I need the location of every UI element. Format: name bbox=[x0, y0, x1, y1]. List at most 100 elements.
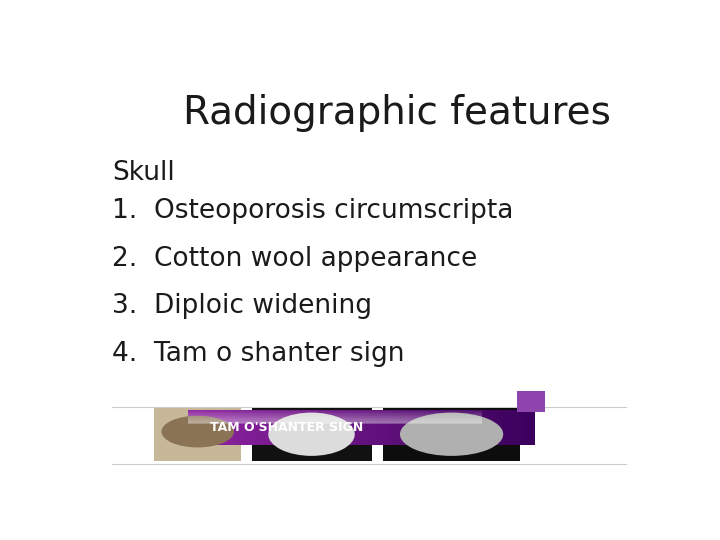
Bar bbox=[426, 410, 431, 446]
Bar bbox=[188, 417, 482, 418]
Text: Skull: Skull bbox=[112, 160, 175, 186]
Bar bbox=[188, 414, 482, 415]
Bar bbox=[400, 410, 405, 446]
Bar bbox=[283, 410, 288, 446]
Bar bbox=[188, 416, 482, 417]
Bar bbox=[517, 391, 545, 412]
Bar bbox=[369, 410, 374, 446]
Bar bbox=[188, 420, 482, 421]
Bar bbox=[300, 410, 305, 446]
Bar bbox=[387, 410, 392, 446]
Bar bbox=[188, 410, 193, 446]
Bar bbox=[447, 410, 453, 446]
Bar bbox=[188, 411, 482, 413]
Bar bbox=[318, 410, 323, 446]
Bar bbox=[227, 410, 232, 446]
Bar bbox=[274, 410, 279, 446]
Text: 2.  Cotton wool appearance: 2. Cotton wool appearance bbox=[112, 246, 477, 272]
Bar bbox=[348, 410, 353, 446]
Bar bbox=[343, 410, 348, 446]
Bar bbox=[434, 410, 440, 446]
Bar bbox=[516, 410, 522, 446]
Bar bbox=[383, 408, 520, 461]
Bar bbox=[521, 410, 526, 446]
Bar bbox=[421, 410, 427, 446]
Bar bbox=[525, 410, 531, 446]
Bar bbox=[292, 410, 297, 446]
Bar bbox=[451, 410, 457, 446]
Bar bbox=[188, 415, 482, 416]
Text: 4.  Tam o shanter sign: 4. Tam o shanter sign bbox=[112, 341, 405, 367]
Bar bbox=[154, 408, 240, 461]
Bar bbox=[188, 416, 482, 417]
Bar bbox=[339, 410, 344, 446]
Bar bbox=[374, 410, 379, 446]
Bar bbox=[205, 410, 210, 446]
Bar bbox=[188, 412, 482, 414]
Bar bbox=[438, 410, 444, 446]
Bar bbox=[252, 408, 372, 461]
Bar bbox=[222, 410, 228, 446]
Ellipse shape bbox=[269, 413, 355, 456]
Bar bbox=[335, 410, 340, 446]
Bar bbox=[188, 419, 482, 421]
Bar bbox=[313, 410, 318, 446]
Bar bbox=[417, 410, 423, 446]
Bar bbox=[326, 410, 331, 446]
Bar bbox=[188, 418, 482, 420]
Bar bbox=[361, 410, 366, 446]
Bar bbox=[248, 410, 253, 446]
Bar bbox=[214, 410, 219, 446]
Bar bbox=[473, 410, 479, 446]
Bar bbox=[218, 410, 223, 446]
Text: 3.  Diploic widening: 3. Diploic widening bbox=[112, 293, 372, 320]
Bar bbox=[188, 409, 482, 410]
Bar bbox=[305, 410, 310, 446]
Bar bbox=[382, 410, 387, 446]
Bar bbox=[469, 410, 474, 446]
Bar bbox=[395, 410, 400, 446]
Bar bbox=[188, 421, 482, 423]
Bar bbox=[188, 421, 482, 422]
Bar bbox=[413, 410, 418, 446]
Bar bbox=[244, 410, 249, 446]
Bar bbox=[322, 410, 327, 446]
Bar bbox=[188, 413, 482, 414]
Bar bbox=[188, 410, 482, 411]
Bar bbox=[188, 417, 482, 419]
Bar bbox=[430, 410, 436, 446]
Bar bbox=[482, 410, 487, 446]
Bar bbox=[512, 410, 518, 446]
Bar bbox=[365, 410, 370, 446]
Bar bbox=[330, 410, 336, 446]
Bar bbox=[197, 410, 202, 446]
Bar bbox=[508, 410, 513, 446]
Bar bbox=[495, 410, 500, 446]
Bar bbox=[257, 410, 262, 446]
Ellipse shape bbox=[400, 413, 503, 456]
Bar bbox=[486, 410, 492, 446]
Bar bbox=[188, 422, 482, 423]
Bar bbox=[460, 410, 466, 446]
Text: Radiographic features: Radiographic features bbox=[183, 94, 611, 132]
Bar bbox=[503, 410, 509, 446]
Bar bbox=[404, 410, 409, 446]
Bar bbox=[499, 410, 505, 446]
Bar bbox=[408, 410, 413, 446]
Bar bbox=[240, 410, 245, 446]
Bar bbox=[279, 410, 284, 446]
Ellipse shape bbox=[161, 416, 234, 448]
Bar bbox=[477, 410, 483, 446]
Bar bbox=[188, 410, 482, 412]
Bar bbox=[443, 410, 449, 446]
Bar bbox=[261, 410, 266, 446]
Bar bbox=[490, 410, 496, 446]
Text: 1.  Osteoporosis circumscripta: 1. Osteoporosis circumscripta bbox=[112, 198, 513, 224]
Bar bbox=[270, 410, 275, 446]
Bar bbox=[192, 410, 197, 446]
Bar bbox=[201, 410, 206, 446]
Bar bbox=[378, 410, 383, 446]
Bar bbox=[464, 410, 470, 446]
Bar bbox=[235, 410, 240, 446]
Bar bbox=[356, 410, 361, 446]
